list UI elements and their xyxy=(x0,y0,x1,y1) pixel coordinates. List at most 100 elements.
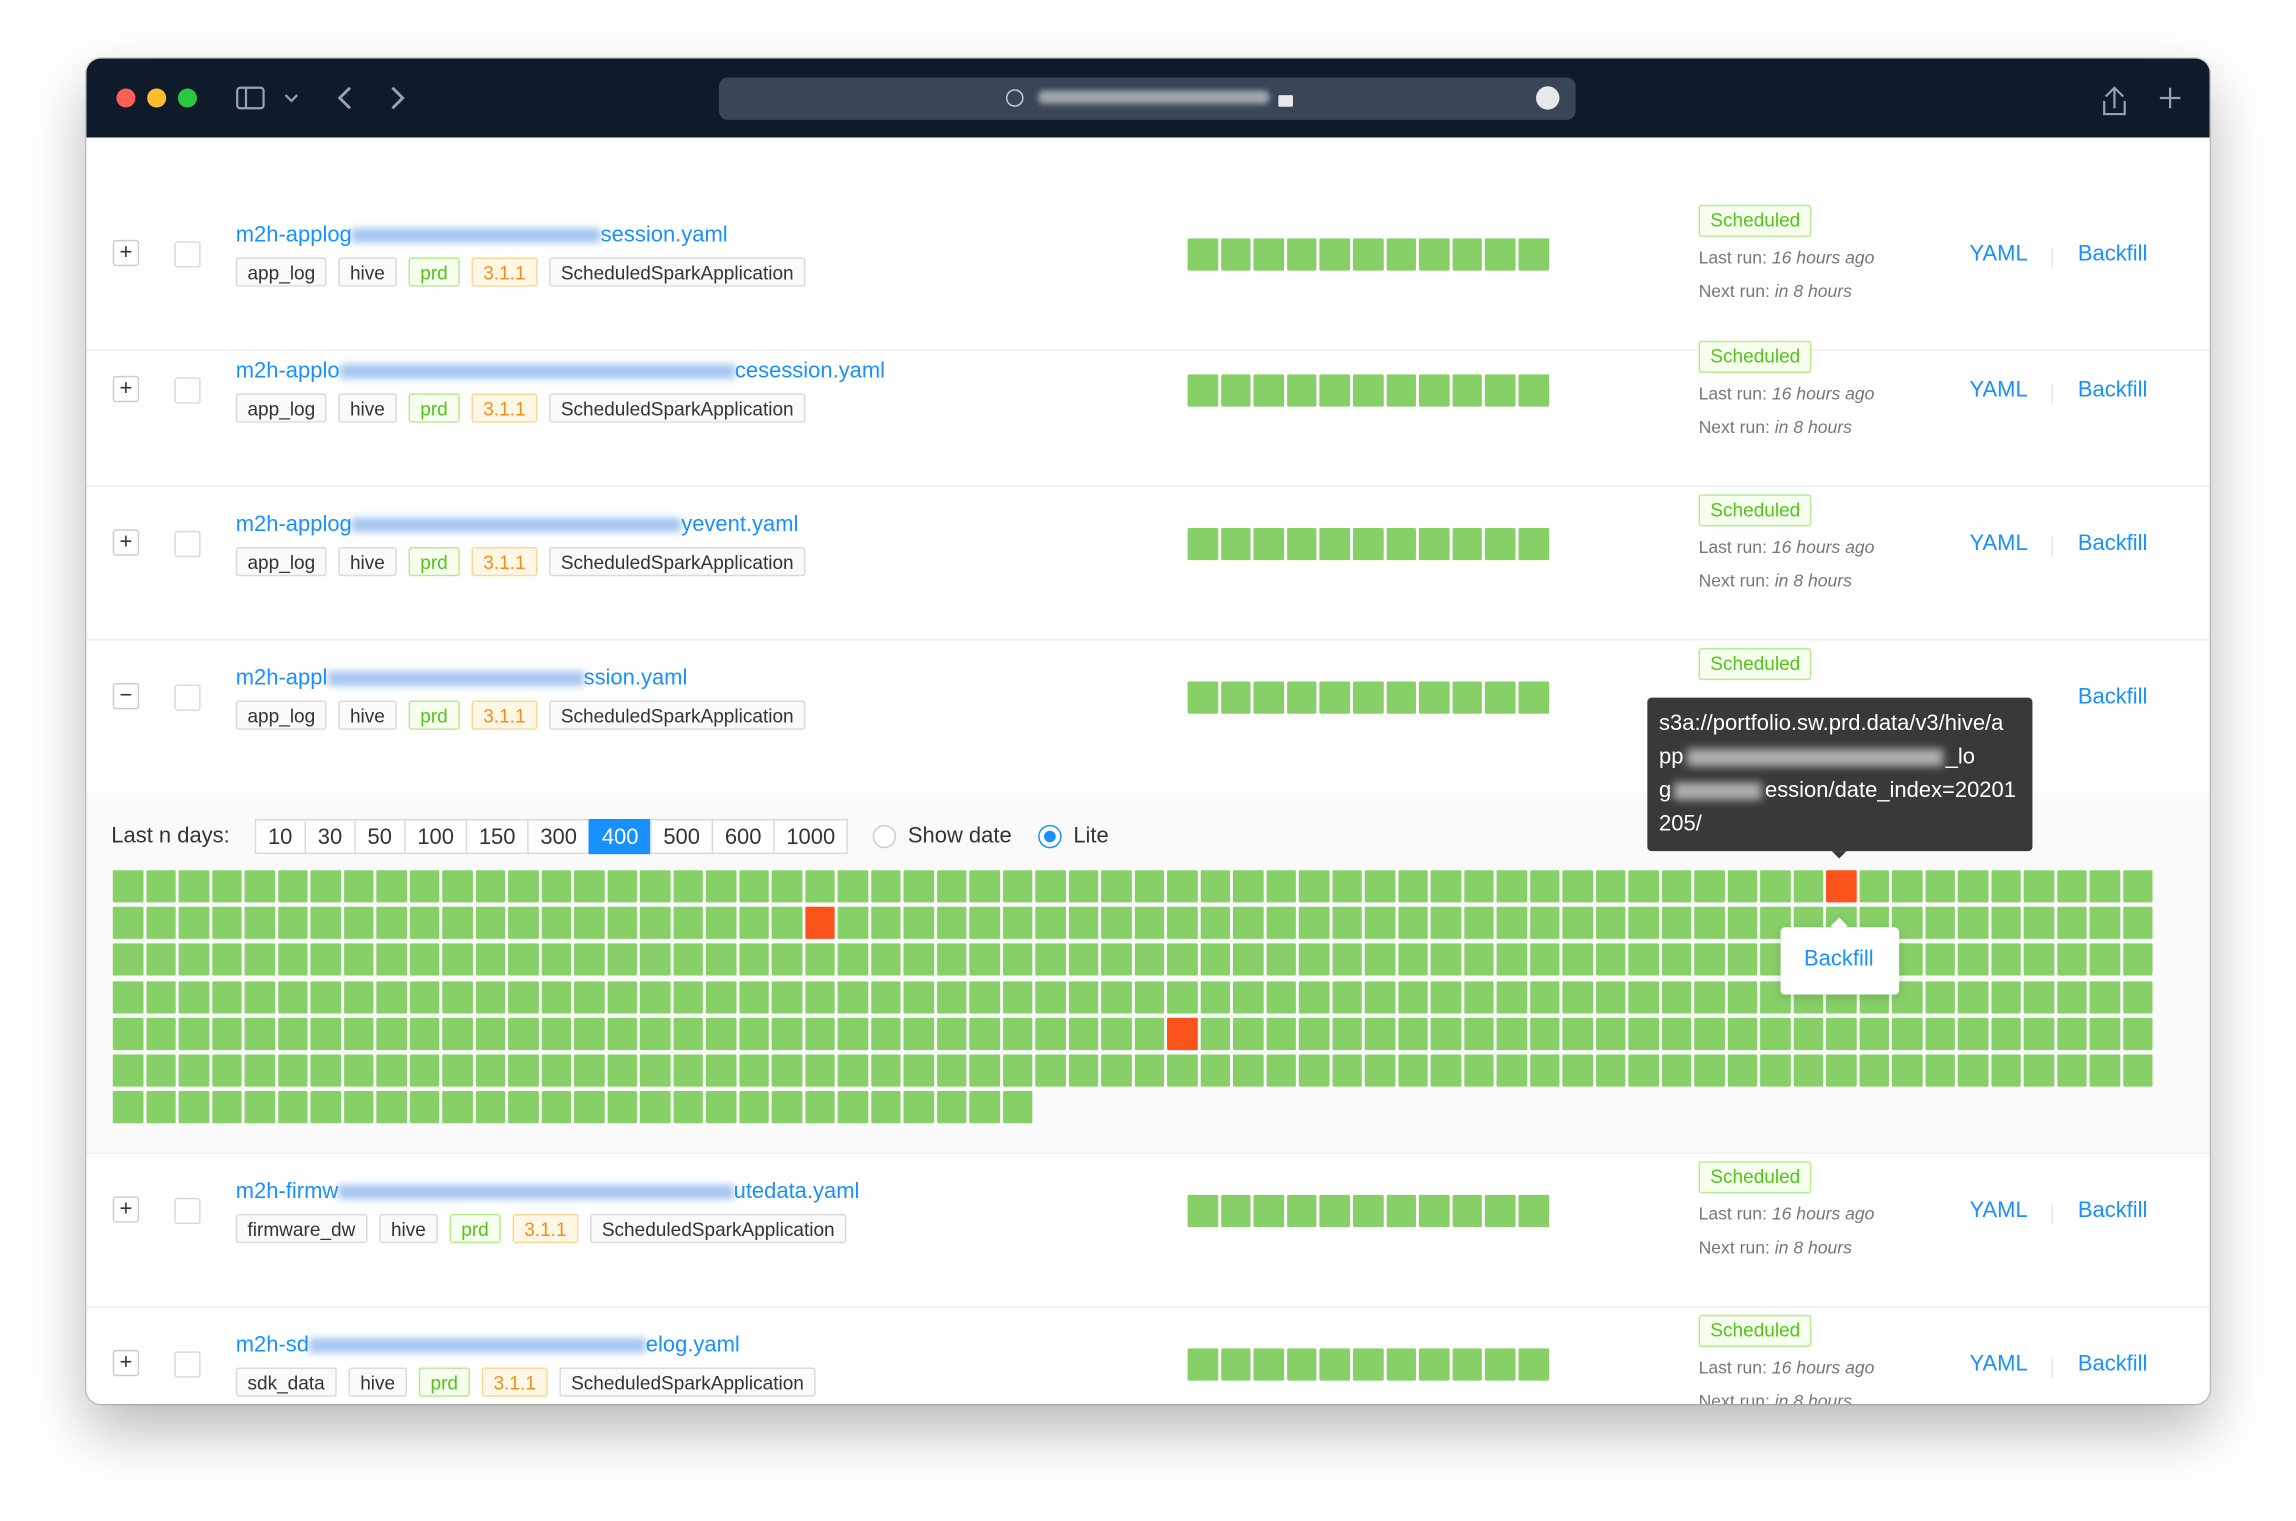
day-cell[interactable] xyxy=(541,943,572,977)
day-cell[interactable] xyxy=(606,1017,637,1050)
row-checkbox[interactable] xyxy=(174,377,201,404)
day-cell[interactable] xyxy=(1562,907,1593,940)
day-cell[interactable] xyxy=(2089,1054,2120,1087)
day-cell[interactable] xyxy=(1595,943,1626,977)
days-option[interactable]: 10 xyxy=(254,819,306,855)
day-cell[interactable] xyxy=(277,943,308,977)
day-cell[interactable] xyxy=(211,1091,242,1124)
day-cell[interactable] xyxy=(1924,943,1955,977)
day-cell[interactable] xyxy=(738,1054,769,1087)
day-cell[interactable] xyxy=(1002,1017,1033,1050)
day-cell[interactable] xyxy=(639,1091,670,1124)
day-cell[interactable] xyxy=(409,943,440,977)
day-cell[interactable] xyxy=(771,1091,802,1124)
day-cell[interactable] xyxy=(1199,1017,1231,1050)
day-cell[interactable] xyxy=(112,1017,143,1050)
run-cell[interactable] xyxy=(1419,681,1450,714)
day-cell[interactable] xyxy=(145,980,176,1013)
day-cell[interactable] xyxy=(1628,870,1659,903)
day-cell[interactable] xyxy=(178,1054,209,1087)
day-cell[interactable] xyxy=(541,1091,572,1124)
day-cell[interactable] xyxy=(2056,907,2087,940)
zoom-button[interactable] xyxy=(177,88,197,108)
day-cell[interactable] xyxy=(804,1091,835,1124)
day-cell[interactable] xyxy=(1628,980,1659,1013)
day-cell[interactable] xyxy=(1496,1054,1527,1087)
day-cell[interactable] xyxy=(1364,1017,1395,1050)
day-cell[interactable] xyxy=(1331,1017,1362,1050)
day-cell[interactable] xyxy=(1002,870,1033,903)
row-checkbox[interactable] xyxy=(174,241,201,268)
day-cell[interactable] xyxy=(409,980,440,1013)
day-cell[interactable] xyxy=(1265,907,1296,940)
day-cell[interactable] xyxy=(343,1091,374,1124)
day-cell[interactable] xyxy=(1430,943,1461,977)
day-cell[interactable] xyxy=(376,1054,407,1087)
day-cell[interactable] xyxy=(606,980,637,1013)
day-cell[interactable] xyxy=(2122,907,2153,940)
day-cell[interactable] xyxy=(244,980,275,1013)
days-option[interactable]: 500 xyxy=(650,819,714,855)
day-cell[interactable] xyxy=(1990,943,2021,977)
run-cell[interactable] xyxy=(1187,1348,1218,1381)
day-cell[interactable] xyxy=(244,870,275,903)
run-cell[interactable] xyxy=(1286,681,1317,714)
day-cell[interactable] xyxy=(1628,943,1659,977)
day-cell[interactable] xyxy=(837,907,868,940)
day-cell[interactable] xyxy=(2089,980,2120,1013)
day-cell[interactable] xyxy=(1858,1017,1889,1050)
day-cell[interactable] xyxy=(1924,870,1955,903)
action-link[interactable]: Backfill xyxy=(2077,1197,2148,1223)
day-cell[interactable] xyxy=(1035,907,1066,940)
expand-toggle[interactable]: + xyxy=(112,375,140,403)
day-cell[interactable] xyxy=(1990,907,2021,940)
day-cell[interactable] xyxy=(606,870,637,903)
job-name[interactable]: m2h-firmw utedata.yaml xyxy=(236,1179,860,1204)
day-cell[interactable] xyxy=(672,1054,703,1087)
day-cell[interactable] xyxy=(1957,870,1988,903)
day-cell[interactable] xyxy=(1068,943,1099,977)
day-cell[interactable] xyxy=(1891,870,1922,903)
action-link[interactable]: YAML xyxy=(1969,241,2028,267)
run-cell[interactable] xyxy=(1286,1194,1317,1228)
day-cell[interactable] xyxy=(705,943,736,977)
run-cell[interactable] xyxy=(1187,681,1218,714)
day-cell[interactable] xyxy=(310,1017,341,1050)
run-cell[interactable] xyxy=(1518,374,1549,407)
day-cell[interactable] xyxy=(1825,1017,1857,1050)
run-cell[interactable] xyxy=(1485,1348,1516,1381)
day-cell[interactable] xyxy=(310,1054,341,1087)
day-cell[interactable] xyxy=(376,1091,407,1124)
day-cell[interactable] xyxy=(1727,943,1758,977)
day-cell[interactable] xyxy=(112,1054,143,1087)
day-cell[interactable] xyxy=(672,943,703,977)
run-cell[interactable] xyxy=(1220,238,1251,271)
run-cell[interactable] xyxy=(1253,681,1284,714)
day-cell[interactable] xyxy=(574,980,605,1013)
day-cell[interactable] xyxy=(541,907,572,940)
day-cell[interactable] xyxy=(870,1091,901,1124)
action-link[interactable]: YAML xyxy=(1969,1197,2028,1223)
day-cell[interactable] xyxy=(1101,1054,1132,1087)
day-cell[interactable] xyxy=(277,980,308,1013)
day-cell[interactable] xyxy=(1232,870,1263,903)
day-cell[interactable] xyxy=(1265,1017,1296,1050)
day-cell[interactable] xyxy=(1430,1054,1461,1087)
day-cell[interactable] xyxy=(903,870,934,903)
day-cell[interactable] xyxy=(244,1017,275,1050)
day-cell[interactable] xyxy=(1595,980,1626,1013)
day-cell[interactable] xyxy=(1167,1017,1198,1050)
day-cell[interactable] xyxy=(606,907,637,940)
day-cell[interactable] xyxy=(211,943,242,977)
day-cell[interactable] xyxy=(870,980,901,1013)
day-cell[interactable] xyxy=(870,1017,901,1050)
run-cell[interactable] xyxy=(1485,374,1516,407)
job-name[interactable]: m2h-applo cesession.yaml xyxy=(236,358,885,383)
run-cell[interactable] xyxy=(1253,1194,1284,1228)
day-cell[interactable] xyxy=(1167,907,1198,940)
day-cell[interactable] xyxy=(804,907,835,940)
day-cell[interactable] xyxy=(705,870,736,903)
day-cell[interactable] xyxy=(1595,1017,1626,1050)
run-cell[interactable] xyxy=(1286,527,1317,561)
run-cell[interactable] xyxy=(1419,1348,1450,1381)
